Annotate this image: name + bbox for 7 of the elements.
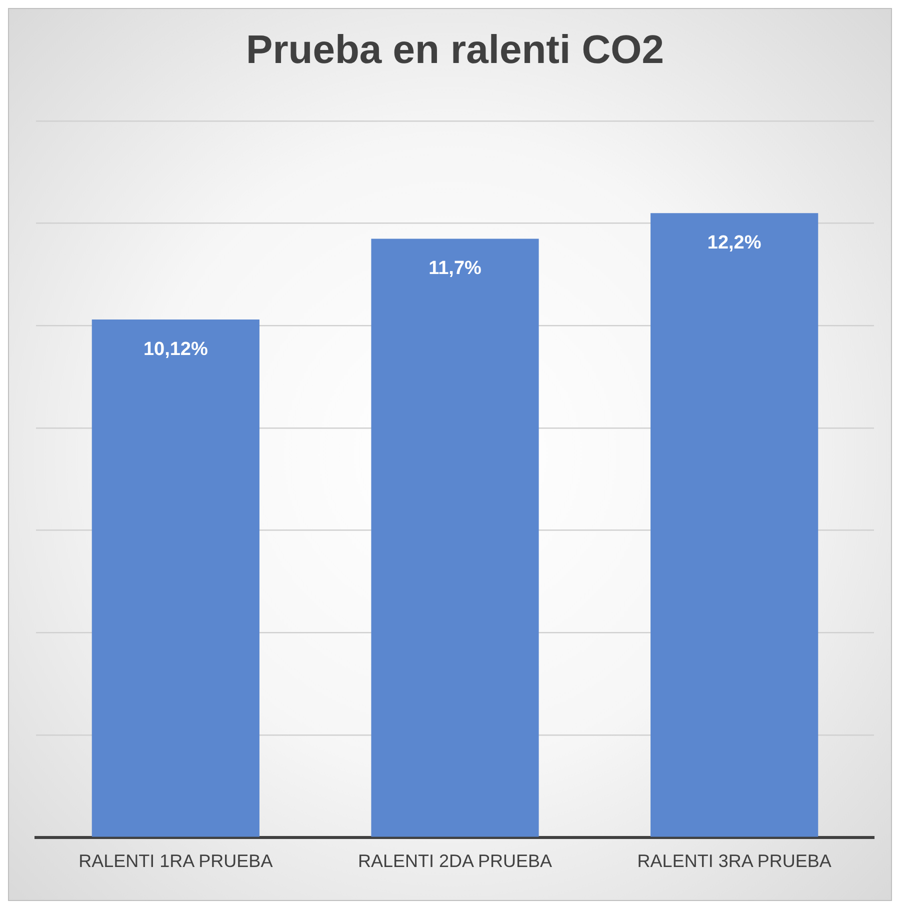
data-label: 10,12% (143, 338, 208, 360)
data-label: 11,7% (428, 258, 482, 279)
x-tick-label: RALENTI 2DA PRUEBA (358, 851, 552, 872)
x-tick-label: RALENTI 3RA PRUEBA (637, 851, 832, 872)
x-tick-label: RALENTI 1RA PRUEBA (78, 851, 273, 872)
chart-title: Prueba en ralenti CO2 (246, 28, 664, 72)
data-label: 12,2% (707, 232, 762, 254)
